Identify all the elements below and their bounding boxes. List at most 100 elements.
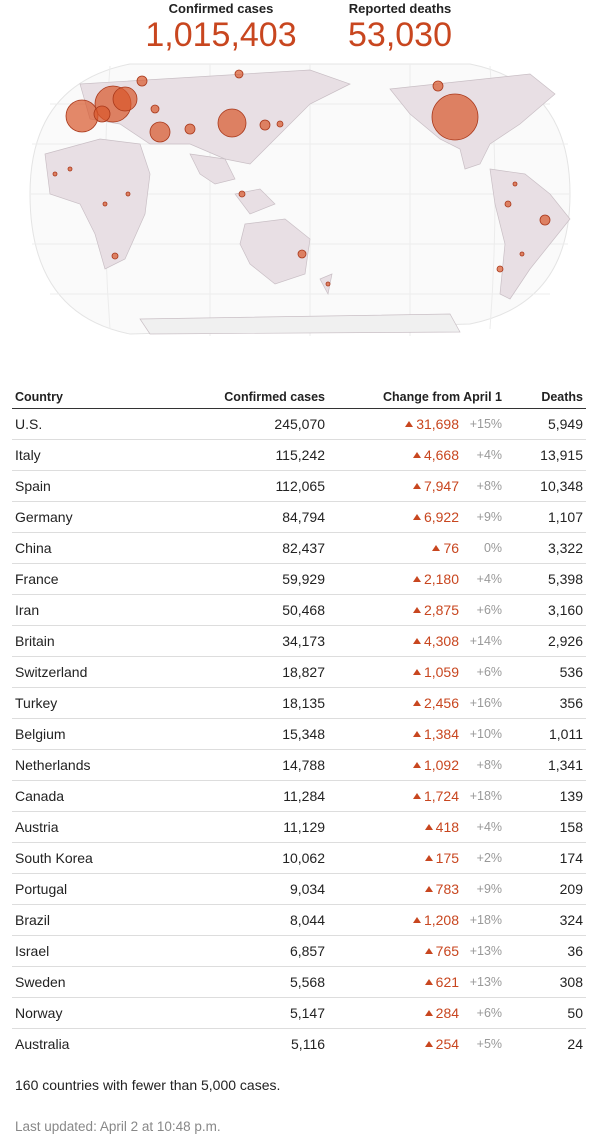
bubble — [504, 200, 512, 208]
change-percent: +13% — [459, 935, 506, 967]
country: France — [12, 563, 152, 595]
cases: 82,437 — [151, 532, 329, 564]
cases: 50,468 — [151, 594, 329, 626]
change: 4,668 — [328, 439, 460, 471]
deaths: 50 — [505, 997, 586, 1029]
change: 1,724 — [328, 780, 460, 812]
table-row: Iran 50,468 2,875 +6% 3,160 — [12, 594, 586, 626]
country: Canada — [12, 780, 152, 812]
stat-value: 1,015,403 — [145, 16, 297, 54]
bubble — [259, 119, 271, 131]
deaths: 1,341 — [505, 749, 586, 781]
country: Iran — [12, 594, 152, 626]
bubble — [125, 191, 131, 197]
increase-arrow — [412, 638, 421, 644]
stat-value: 53,030 — [348, 16, 452, 54]
change: 621 — [328, 966, 460, 998]
change-percent: +13% — [459, 966, 506, 998]
bubble — [65, 99, 99, 133]
bubble — [52, 171, 58, 177]
change: 1,384 — [328, 718, 460, 750]
change-percent: +8% — [459, 749, 506, 781]
change: 6,922 — [328, 501, 460, 533]
change-value: 254 — [435, 1036, 460, 1052]
table-row: Belgium 15,348 1,384 +10% 1,011 — [12, 718, 586, 750]
bubble — [234, 69, 244, 79]
change: 284 — [328, 997, 460, 1029]
cases: 6,857 — [151, 935, 329, 967]
country: Spain — [12, 470, 152, 502]
cases: 59,929 — [151, 563, 329, 595]
deaths: 5,949 — [505, 408, 586, 440]
table-row: South Korea 10,062 175 +2% 174 — [12, 842, 586, 874]
change: 2,875 — [328, 594, 460, 626]
increase-arrow — [424, 855, 433, 861]
increase-arrow — [424, 948, 433, 954]
bubble — [431, 93, 479, 141]
change-value: 2,456 — [423, 695, 460, 711]
bubble — [297, 249, 307, 259]
change-value: 175 — [435, 850, 460, 866]
change-percent: +2% — [459, 842, 506, 874]
bubble — [67, 166, 73, 172]
cases-table: Country Confirmed cases Change from Apri… — [12, 386, 586, 1059]
increase-arrow — [412, 917, 421, 923]
table-row: Australia 5,116 254 +5% 24 — [12, 1029, 586, 1060]
change-value: 76 — [443, 540, 460, 556]
table-row: Canada 11,284 1,724 +18% 139 — [12, 780, 586, 812]
cases: 11,284 — [151, 780, 329, 812]
change-percent: +9% — [459, 873, 506, 905]
deaths: 536 — [505, 656, 586, 688]
cases: 5,568 — [151, 966, 329, 998]
change-value: 2,180 — [423, 571, 460, 587]
bubble — [150, 104, 160, 114]
bubble — [112, 86, 138, 112]
deaths: 10,348 — [505, 470, 586, 502]
change-value: 418 — [435, 819, 460, 835]
bubble — [217, 108, 247, 138]
cases: 5,116 — [291, 1036, 326, 1052]
change-value: 2,875 — [423, 602, 460, 618]
cases: 9,034 — [151, 873, 329, 905]
deaths: 13,915 — [505, 439, 586, 471]
table-row: Israel 6,857 765 +13% 36 — [12, 935, 586, 967]
cases: 112,065 — [151, 470, 329, 502]
change: 4,308 — [328, 625, 460, 657]
deaths: 1,107 — [505, 501, 586, 533]
country: Italy — [12, 439, 152, 471]
cases: 18,827 — [151, 656, 329, 688]
deaths: 24 — [567, 1036, 583, 1052]
deaths: 174 — [505, 842, 586, 874]
bubble — [432, 80, 444, 92]
change-value: 4,668 — [423, 447, 460, 463]
change-value: 1,384 — [423, 726, 460, 742]
change-percent: +5% — [476, 1037, 503, 1051]
change-value: 1,059 — [423, 664, 460, 680]
increase-arrow — [405, 421, 414, 427]
change: 765 — [328, 935, 460, 967]
world-map — [29, 63, 571, 336]
cases: 10,062 — [151, 842, 329, 874]
increase-arrow — [424, 979, 433, 985]
increase-arrow — [412, 514, 421, 520]
increase-arrow — [412, 762, 421, 768]
change-percent: +6% — [459, 594, 506, 626]
change-value: 783 — [435, 881, 460, 897]
bubble — [496, 265, 504, 273]
change: 175 — [328, 842, 460, 874]
table-row: Austria 11,129 418 +4% 158 — [12, 811, 586, 843]
change-value: 765 — [435, 943, 460, 959]
table-row: Italy 115,242 4,668 +4% 13,915 — [12, 439, 586, 471]
cases: 18,135 — [151, 687, 329, 719]
column-header: Confirmed cases — [151, 386, 329, 409]
deaths: 3,322 — [505, 532, 586, 564]
change-value: 31,698 — [416, 416, 460, 432]
footnote: 160 countries with fewer than 5,000 case… — [15, 1077, 281, 1093]
bubble — [539, 214, 551, 226]
change-value: 7,947 — [423, 478, 460, 494]
table-row: Germany 84,794 6,922 +9% 1,107 — [12, 501, 586, 533]
bubble — [184, 123, 196, 135]
change-percent: +8% — [459, 470, 506, 502]
deaths: 2,926 — [505, 625, 586, 657]
increase-arrow — [424, 886, 433, 892]
